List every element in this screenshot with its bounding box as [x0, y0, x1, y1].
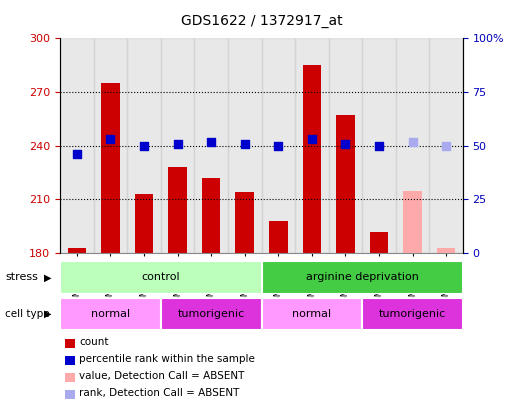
- Point: [408, 138, 417, 145]
- Point: [241, 141, 249, 147]
- Bar: [303, 65, 321, 253]
- Bar: [60, 38, 94, 253]
- Text: value, Detection Call = ABSENT: value, Detection Call = ABSENT: [79, 371, 244, 381]
- Bar: [135, 194, 153, 253]
- Bar: [168, 167, 187, 253]
- Bar: [336, 115, 355, 253]
- Point: [73, 151, 81, 158]
- Bar: [362, 38, 396, 253]
- Bar: [195, 38, 228, 253]
- Bar: [362, 298, 463, 330]
- Bar: [101, 83, 120, 253]
- Point: [274, 143, 282, 149]
- Bar: [328, 38, 362, 253]
- Point: [341, 141, 349, 147]
- Text: ▶: ▶: [44, 273, 52, 282]
- Text: stress: stress: [5, 273, 38, 282]
- Bar: [403, 190, 422, 253]
- Bar: [127, 38, 161, 253]
- Point: [308, 136, 316, 143]
- Bar: [235, 192, 254, 253]
- Point: [442, 143, 450, 149]
- Bar: [202, 178, 220, 253]
- Text: tumorigenic: tumorigenic: [379, 309, 446, 319]
- Bar: [269, 221, 288, 253]
- Text: tumorigenic: tumorigenic: [177, 309, 245, 319]
- Text: normal: normal: [292, 309, 332, 319]
- Point: [106, 136, 115, 143]
- Bar: [161, 298, 262, 330]
- Bar: [161, 38, 195, 253]
- Bar: [262, 38, 295, 253]
- Text: count: count: [79, 337, 108, 347]
- Point: [140, 143, 148, 149]
- Bar: [67, 248, 86, 253]
- Bar: [262, 261, 463, 294]
- Text: ▶: ▶: [44, 309, 52, 319]
- Text: GDS1622 / 1372917_at: GDS1622 / 1372917_at: [180, 14, 343, 28]
- Text: normal: normal: [91, 309, 130, 319]
- Bar: [437, 248, 456, 253]
- Point: [174, 141, 182, 147]
- Text: rank, Detection Call = ABSENT: rank, Detection Call = ABSENT: [79, 388, 240, 398]
- Bar: [396, 38, 429, 253]
- Bar: [94, 38, 127, 253]
- Bar: [60, 298, 161, 330]
- Bar: [228, 38, 262, 253]
- Bar: [429, 38, 463, 253]
- Point: [375, 143, 383, 149]
- Bar: [262, 298, 362, 330]
- Bar: [295, 38, 328, 253]
- Bar: [60, 261, 262, 294]
- Text: cell type: cell type: [5, 309, 50, 319]
- Text: percentile rank within the sample: percentile rank within the sample: [79, 354, 255, 364]
- Text: control: control: [142, 273, 180, 282]
- Point: [207, 138, 215, 145]
- Text: arginine deprivation: arginine deprivation: [306, 273, 418, 282]
- Bar: [370, 232, 388, 253]
